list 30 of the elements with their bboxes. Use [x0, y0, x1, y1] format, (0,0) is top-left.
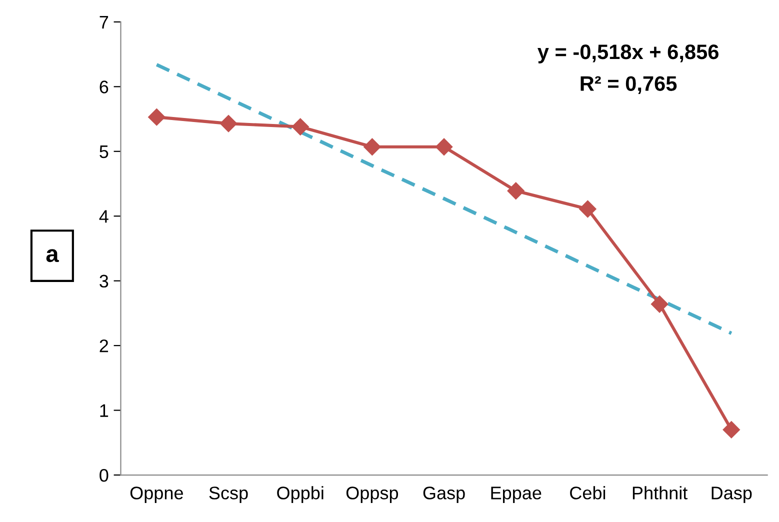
x-tick-label: Oppbi — [277, 486, 324, 503]
x-tick-label: Gasp — [423, 486, 465, 503]
annotation: R² = 0,765 — [580, 76, 677, 94]
y-tick-label: 7 — [100, 16, 108, 28]
x-tick-label: Cebi — [570, 486, 606, 500]
x-tick-label: Phthnit — [632, 486, 688, 500]
point — [364, 138, 381, 156]
point — [722, 421, 740, 438]
point — [220, 114, 238, 132]
x-tick-label: Oppsp — [346, 486, 398, 503]
y-tick-label: 3 — [100, 274, 108, 288]
y-tick-label: 0 — [100, 468, 108, 482]
point — [148, 108, 166, 126]
y-tick-label: 1 — [100, 404, 108, 417]
annotation: y = -0,518x + 6,856 — [538, 44, 718, 64]
x-tick-label: Oppne — [130, 486, 183, 503]
x-tick-label: Scsp — [209, 486, 248, 503]
y-tick-label: 6 — [100, 80, 108, 94]
point — [435, 138, 453, 156]
point — [579, 200, 596, 218]
point — [507, 182, 524, 200]
point — [651, 296, 668, 313]
x-tick-label: Dasp — [712, 486, 752, 503]
text: a — [46, 249, 59, 262]
y-tick-label: 5 — [100, 146, 108, 158]
point — [292, 118, 309, 136]
y-tick-label: 2 — [100, 340, 108, 352]
y-tick-label: 4 — [99, 210, 108, 223]
x-tick-label: Eppae — [491, 486, 542, 503]
line-series — [154, 62, 734, 335]
